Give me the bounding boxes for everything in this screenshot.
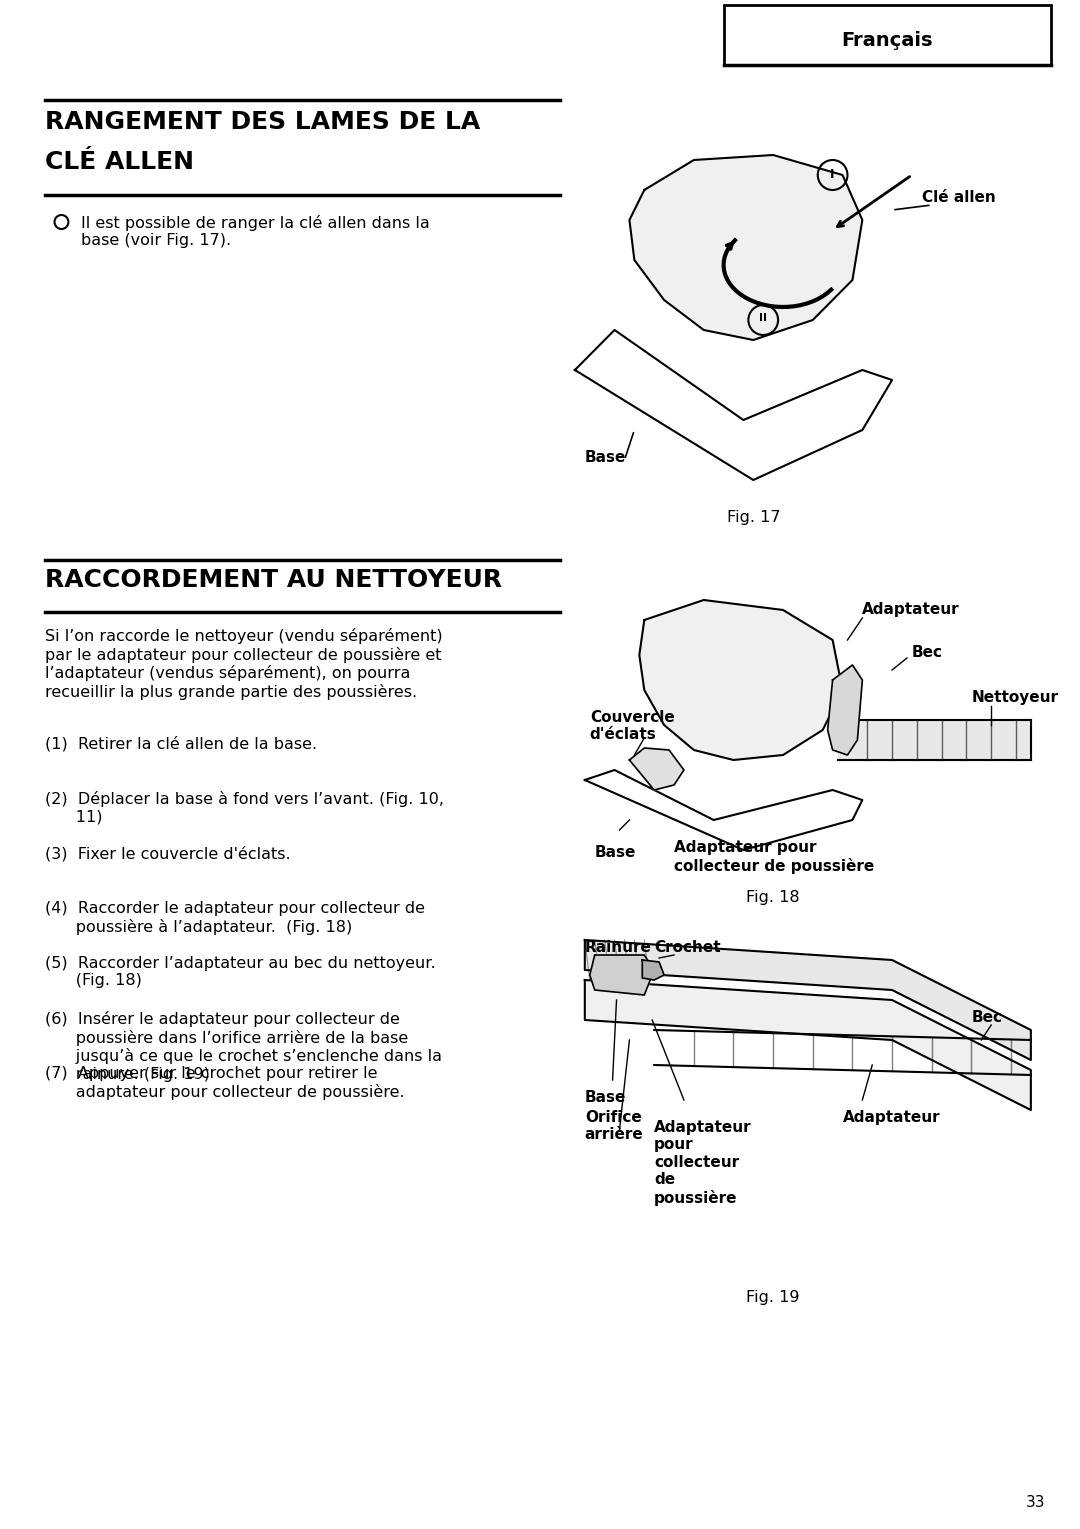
Text: Bec: Bec <box>912 645 943 661</box>
Polygon shape <box>590 956 654 995</box>
Text: Si l’on raccorde le nettoyeur (vendu séparément)
par le adaptateur pour collecte: Si l’on raccorde le nettoyeur (vendu sép… <box>44 628 442 700</box>
Text: (7)  Appuyer sur le crochet pour retirer le
      adaptateur pour collecteur de : (7) Appuyer sur le crochet pour retirer … <box>44 1066 404 1099</box>
Text: Bec: Bec <box>971 1011 1002 1024</box>
Text: (4)  Raccorder le adaptateur pour collecteur de
      poussière à l’adaptateur. : (4) Raccorder le adaptateur pour collect… <box>44 901 424 934</box>
Text: I: I <box>831 168 835 180</box>
Polygon shape <box>643 960 664 980</box>
Text: RANGEMENT DES LAMES DE LA: RANGEMENT DES LAMES DE LA <box>44 110 480 135</box>
Polygon shape <box>584 980 1030 1110</box>
Text: Fig. 17: Fig. 17 <box>727 511 780 524</box>
Text: Fig. 19: Fig. 19 <box>746 1290 800 1304</box>
Text: (5)  Raccorder l’adaptateur au bec du nettoyeur.
      (Fig. 18): (5) Raccorder l’adaptateur au bec du net… <box>44 956 435 988</box>
FancyBboxPatch shape <box>724 5 1051 66</box>
Text: (3)  Fixer le couvercle d'éclats.: (3) Fixer le couvercle d'éclats. <box>44 846 291 861</box>
Polygon shape <box>584 940 1030 1060</box>
Text: Base: Base <box>595 846 636 859</box>
Text: Crochet: Crochet <box>654 940 720 956</box>
Text: Orifice
arrière: Orifice arrière <box>584 1110 644 1142</box>
Text: Français: Français <box>841 31 933 49</box>
Text: (6)  Insérer le adaptateur pour collecteur de
      poussière dans l’orifice arr: (6) Insérer le adaptateur pour collecteu… <box>44 1011 442 1081</box>
Text: Base: Base <box>584 1090 626 1105</box>
Text: CLÉ ALLEN: CLÉ ALLEN <box>44 150 193 174</box>
Text: Rainure: Rainure <box>584 940 651 956</box>
Text: Clé allen: Clé allen <box>922 190 996 205</box>
Text: Adaptateur: Adaptateur <box>862 602 960 618</box>
Text: Il est possible de ranger la clé allen dans la
base (voir Fig. 17).: Il est possible de ranger la clé allen d… <box>81 216 430 248</box>
Polygon shape <box>827 665 862 755</box>
Text: Couvercle
d'éclats: Couvercle d'éclats <box>590 709 675 743</box>
Text: RACCORDEMENT AU NETTOYEUR: RACCORDEMENT AU NETTOYEUR <box>44 567 502 592</box>
Text: (1)  Retirer la clé allen de la base.: (1) Retirer la clé allen de la base. <box>44 735 316 751</box>
Text: II: II <box>759 313 767 323</box>
Polygon shape <box>630 154 862 339</box>
Text: Adaptateur: Adaptateur <box>842 1110 941 1125</box>
Text: (2)  Déplacer la base à fond vers l’avant. (Fig. 10,
      11): (2) Déplacer la base à fond vers l’avant… <box>44 790 444 824</box>
Bar <box>838 720 1030 760</box>
Polygon shape <box>630 748 684 790</box>
Text: Fig. 18: Fig. 18 <box>746 890 800 905</box>
Text: Base: Base <box>584 450 626 465</box>
Polygon shape <box>584 771 862 850</box>
Text: Nettoyeur: Nettoyeur <box>971 690 1058 705</box>
Polygon shape <box>639 599 842 760</box>
Polygon shape <box>575 330 892 480</box>
Text: Adaptateur
pour
collecteur
de
poussière: Adaptateur pour collecteur de poussière <box>654 1121 752 1206</box>
Text: Adaptateur pour
collecteur de poussière: Adaptateur pour collecteur de poussière <box>674 839 875 873</box>
Text: 33: 33 <box>1026 1495 1045 1511</box>
